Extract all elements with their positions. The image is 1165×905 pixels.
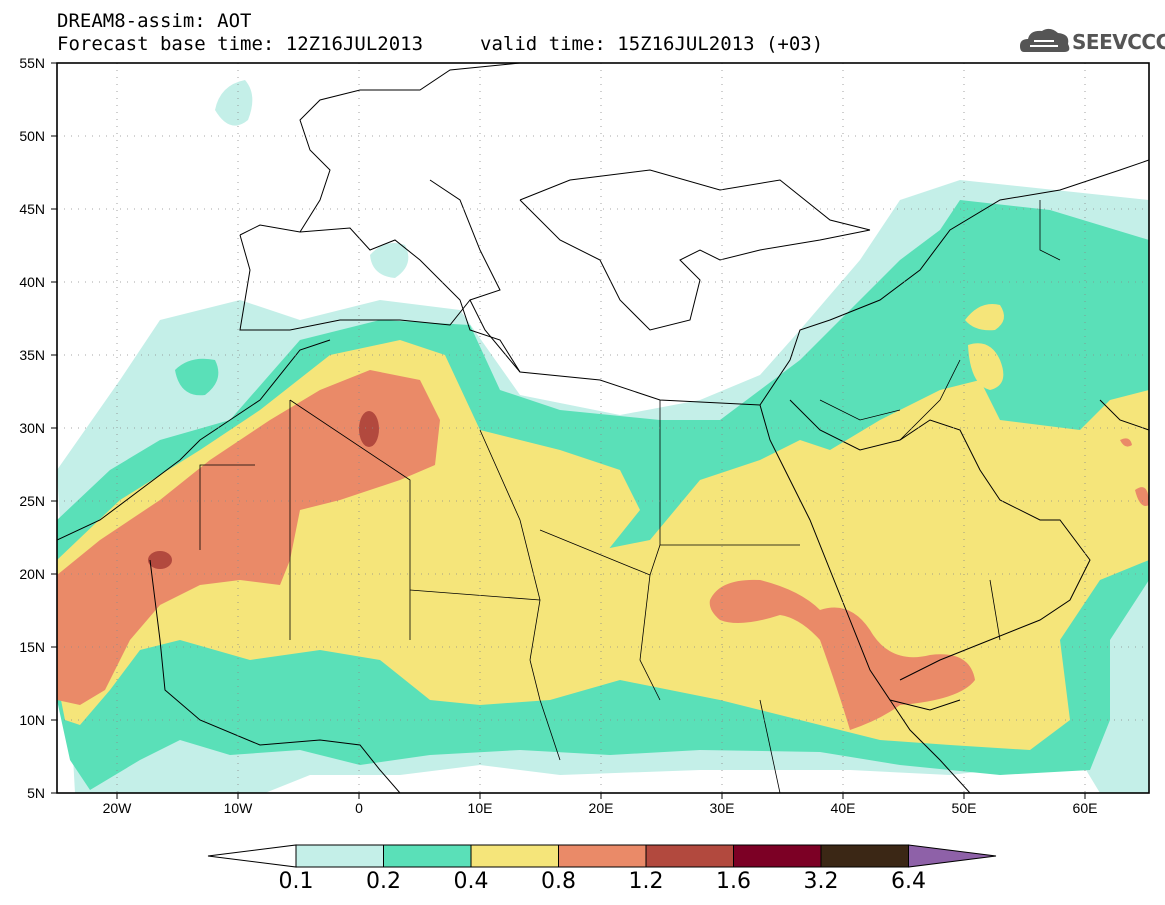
aot-band-0.4-caspian: [965, 304, 1004, 331]
colorbar-segment: [295, 844, 384, 868]
colorbar-min-triangle: [207, 844, 297, 868]
lat-label: 40N: [19, 274, 45, 290]
colorbar-label: 6.4: [891, 869, 926, 894]
coastlines: [57, 63, 1149, 793]
lon-label: 50E: [952, 800, 977, 816]
lat-label: 55N: [19, 55, 45, 71]
lat-label: 10N: [19, 712, 45, 728]
colorbar-label: 1.6: [716, 869, 751, 894]
aot-band-0.4-iran: [968, 343, 1004, 390]
grid: [57, 63, 1149, 793]
colorbar-segment: [383, 844, 472, 868]
colorbar-label: 0.1: [278, 869, 314, 894]
logo-text: SEEVCCC: [1072, 30, 1165, 54]
lon-label: 10E: [468, 800, 493, 816]
lon-label: 60E: [1073, 800, 1098, 816]
lat-label: 50N: [19, 128, 45, 144]
aot-band-0.8-west: [57, 370, 440, 705]
lon-label: 20E: [589, 800, 614, 816]
lon-labels: 20W 10W 0 10E 20E 30E 40E 50E 60E: [103, 800, 1098, 816]
colorbar-label: 3.2: [803, 869, 839, 894]
colorbar-label: 0.8: [541, 869, 576, 894]
colorbar-label: 1.2: [628, 869, 664, 894]
lon-label: 30E: [710, 800, 735, 816]
lat-label: 20N: [19, 566, 45, 582]
lat-label: 15N: [19, 639, 45, 655]
lat-labels: 55N 50N 45N 40N 35N 30N 25N 20N 15N 10N …: [19, 55, 45, 801]
lon-label: 0: [355, 800, 363, 816]
lat-label: 45N: [19, 201, 45, 217]
aot-band-0.8-sudan: [709, 579, 975, 730]
lat-label: 25N: [19, 493, 45, 509]
lat-label: 5N: [27, 785, 45, 801]
forecast-base-time: Forecast base time: 12Z16JUL2013: [57, 33, 424, 55]
aot-band-1.2-core1: [359, 411, 379, 447]
country-borders: [199, 200, 1061, 793]
tick-marks: [51, 62, 1086, 799]
colorbar-segment: [558, 844, 647, 868]
aot-band-0.1-sard: [370, 242, 409, 278]
lon-label: 40E: [831, 800, 856, 816]
lat-label: 35N: [19, 347, 45, 363]
colorbar-max-triangle: [908, 844, 997, 868]
lon-label: 20W: [103, 800, 133, 816]
colorbar-segment: [733, 844, 822, 868]
colorbar-segment: [470, 844, 559, 868]
aot-band-0.8-gulf: [1120, 438, 1132, 447]
aot-contours: [57, 80, 1149, 793]
aot-band-1.2-core2: [148, 551, 172, 569]
lon-label: 10W: [224, 800, 254, 816]
colorbar-label: 0.2: [366, 869, 401, 894]
lat-label: 30N: [19, 420, 45, 436]
colorbar-segment: [820, 844, 909, 868]
aot-band-0.8-east: [1135, 487, 1149, 506]
colorbar-segment: [645, 844, 734, 868]
map-title: DREAM8-assim: AOT: [57, 10, 252, 32]
cloud-icon: [1020, 28, 1070, 52]
aot-band-0.1-uk: [215, 80, 253, 126]
aot-band-0.2-nw: [175, 358, 219, 396]
colorbar-label: 0.4: [453, 869, 489, 894]
valid-time: valid time: 15Z16JUL2013 (+03): [480, 33, 824, 55]
colorbar: [207, 844, 997, 868]
